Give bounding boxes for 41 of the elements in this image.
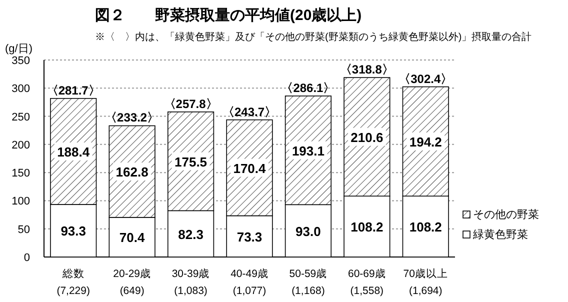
total-label: 〈233.2〉	[105, 110, 160, 125]
data-label: 93.3	[60, 224, 86, 239]
chart-subtitle: ※〈 〉内は、「緑黄色野菜」及び「その他の野菜(野菜類のうち緑黄色野菜以外)」摂取量の合計	[95, 31, 532, 43]
chart-title: 図２ 野菜摂取量の平均値(20歳以上)	[95, 7, 362, 24]
data-label: 188.4	[57, 144, 90, 160]
y-tick-label: 150	[12, 168, 30, 180]
x-tick-label: 30-39歳 (1,083)	[172, 267, 210, 297]
data-label: 73.3	[236, 229, 262, 244]
total-label: 〈281.7〉	[46, 83, 100, 98]
data-label: 193.1	[292, 143, 324, 158]
data-label: 194.2	[409, 134, 442, 150]
data-label: 162.8	[116, 164, 148, 180]
data-label: 93.0	[296, 224, 321, 239]
y-tick-label: 250	[12, 111, 30, 124]
x-tick-label: 70歳以上 (1,694)	[403, 267, 448, 297]
data-label: 210.6	[350, 130, 384, 145]
legend-label: その他の野菜	[473, 208, 539, 221]
x-tick-label: 20-29歳 (649)	[113, 267, 151, 297]
x-tick-label: 60-69歳 (1,558)	[348, 267, 386, 297]
total-label: 〈318.8〉	[340, 62, 394, 77]
data-label: 70.4	[119, 230, 146, 246]
y-axis-title: (g/日)	[5, 43, 32, 55]
total-label: 〈243.7〉	[222, 104, 277, 119]
y-tick-label: 0	[24, 252, 30, 264]
x-tick-label: 総数 (7,229)	[56, 268, 90, 297]
x-tick-label: 50-59歳 (1,168)	[289, 267, 328, 297]
data-label: 170.4	[233, 160, 267, 176]
data-label: 175.5	[174, 154, 208, 170]
y-tick-label: 50	[18, 224, 30, 236]
y-tick-label: 300	[12, 83, 30, 96]
legend-label: 緑黄色野菜	[472, 228, 528, 241]
data-label: 108.2	[409, 220, 442, 235]
y-tick-label: 200	[12, 139, 30, 152]
data-label: 108.2	[350, 220, 384, 235]
total-label: 〈257.8〉	[164, 96, 218, 111]
x-tick-label: 40-49歳 (1,077)	[230, 267, 268, 297]
total-label: 〈302.4〉	[398, 72, 453, 86]
y-tick-label: 100	[12, 196, 30, 208]
total-label: 〈286.1〉	[281, 80, 336, 95]
y-tick-label: 350	[12, 55, 30, 67]
data-label: 82.3	[178, 226, 204, 242]
